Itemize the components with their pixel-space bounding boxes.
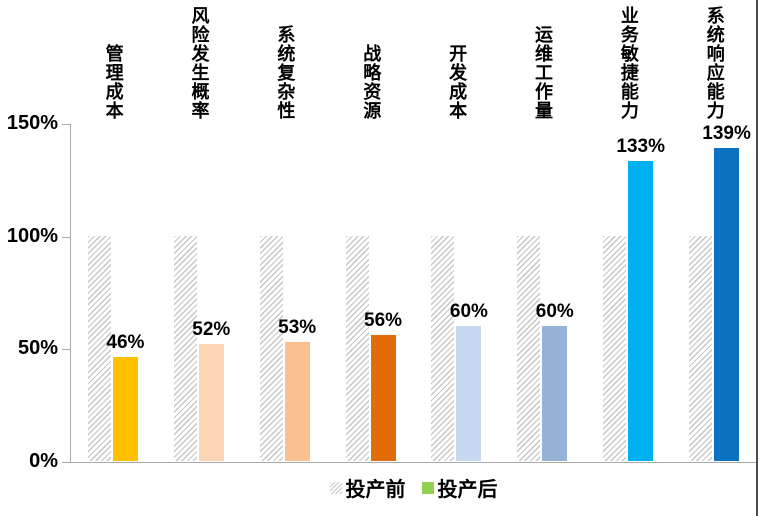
category-label: 业务敏捷能力: [618, 6, 639, 120]
legend-item: 投产前: [329, 473, 406, 502]
bar-pair: 60%: [431, 235, 488, 461]
legend-label: 投产前: [345, 479, 406, 501]
bar-before-production: [259, 235, 283, 461]
bar-value-label: 133%: [616, 136, 665, 158]
bar-after-production: 60%: [536, 301, 574, 461]
y-axis-tick-mark: [62, 349, 70, 351]
y-axis-tick-label: 50%: [17, 337, 58, 360]
category-group: 管理成本 46%: [70, 0, 156, 462]
category-group: 系统复杂性 53%: [242, 0, 328, 462]
y-axis-tick-label: 100%: [6, 224, 58, 247]
bar-after-production: 46%: [106, 332, 144, 461]
y-axis-tick-label: 0%: [29, 450, 58, 472]
bar-value-label: 60%: [535, 300, 574, 322]
bar-value-label: 60%: [449, 300, 488, 322]
category-label: 系统复杂性: [275, 25, 296, 120]
bar-pair: 60%: [517, 235, 574, 461]
bar-after-production: 133%: [616, 136, 665, 461]
category-group: 风险发生概率 52%: [156, 0, 242, 462]
category-group: 业务敏捷能力 133%: [585, 0, 671, 462]
category-label: 系统响应能力: [704, 6, 725, 120]
bar-after-production: 56%: [364, 310, 402, 461]
y-axis-tick-mark: [62, 124, 70, 125]
category-group: 运维工作量 60%: [499, 0, 585, 462]
y-axis-tick-mark: [62, 462, 70, 463]
legend-item: 投产后: [421, 473, 498, 502]
bar-value-label: 56%: [364, 309, 403, 331]
bar-value-label: 139%: [702, 122, 751, 144]
bar-pair: 53%: [259, 235, 316, 461]
bar-before-production: [173, 235, 197, 461]
bar-pair: 46%: [87, 235, 144, 461]
bar-value-label: 52%: [192, 318, 231, 340]
bar-value-label: 53%: [278, 316, 317, 338]
y-axis-tick-mark: [62, 236, 70, 238]
legend-label: 投产后: [437, 479, 498, 501]
bar-pair: 139%: [689, 123, 751, 461]
category-label: 管理成本: [103, 44, 124, 120]
bar-pair: 52%: [173, 235, 230, 461]
category-label: 战略资源: [361, 44, 382, 120]
bar-after-production: 53%: [278, 317, 316, 461]
category-group: 开发成本 60%: [414, 0, 500, 462]
category-label: 开发成本: [447, 44, 468, 120]
category-group: 战略资源 56%: [328, 0, 414, 462]
bar-before-production: [87, 235, 111, 461]
bar-before-production: [431, 235, 455, 461]
bar-before-production: [517, 235, 541, 461]
category-group: 系统响应能力 139%: [671, 0, 757, 462]
right-border-line: [756, 0, 758, 516]
bar-after-production: 52%: [192, 319, 230, 461]
category-label: 风险发生概率: [189, 6, 210, 120]
legend: 投产前 投产后: [70, 473, 757, 502]
bar-before-production: [689, 235, 713, 461]
x-axis-line: [70, 462, 757, 463]
category-label: 运维工作量: [533, 25, 554, 120]
bar-pair: 133%: [603, 136, 665, 461]
bar-after-production: 139%: [702, 123, 751, 461]
bar-before-production: [345, 235, 369, 461]
bar-after-production: 60%: [450, 301, 488, 461]
bar-value-label: 46%: [106, 332, 145, 354]
legend-swatch-hatch-icon: [329, 481, 342, 494]
y-axis-line: [70, 124, 71, 463]
legend-swatch-color-icon: [421, 481, 434, 494]
y-axis-tick-label: 150%: [6, 112, 58, 134]
bar-pair: 56%: [345, 235, 402, 461]
bar-before-production: [603, 235, 627, 461]
